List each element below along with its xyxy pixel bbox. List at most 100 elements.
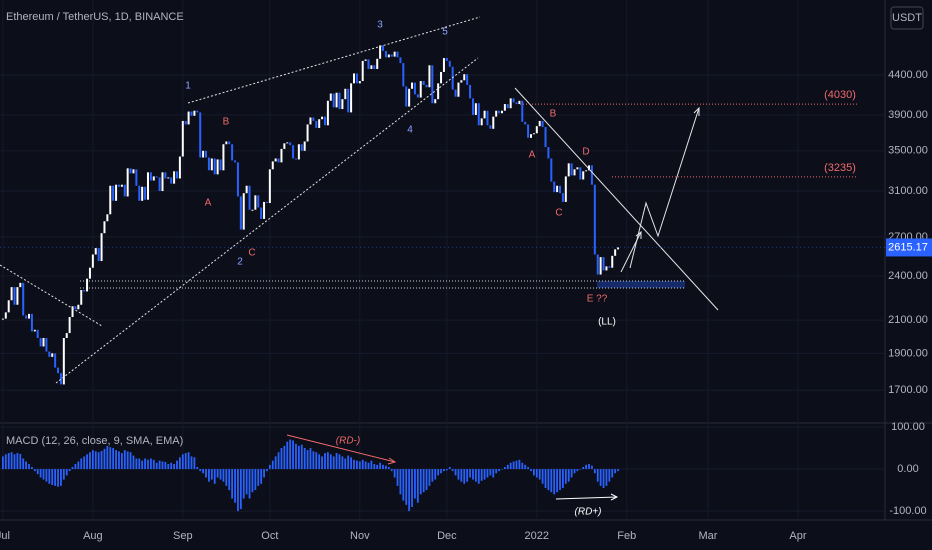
macd-bar xyxy=(210,469,213,480)
candle xyxy=(541,120,544,128)
candle xyxy=(236,162,239,197)
macd-bar xyxy=(48,469,51,484)
candle xyxy=(135,169,138,186)
candle xyxy=(329,93,332,101)
macd-bar xyxy=(411,469,413,507)
macd-bar xyxy=(179,457,181,470)
macd-bar xyxy=(303,448,306,470)
macd-bar xyxy=(289,439,292,470)
macd-bar xyxy=(614,469,617,474)
macd-bar xyxy=(466,469,469,482)
macd-bar xyxy=(370,460,373,470)
macd-bar xyxy=(451,469,454,472)
macd-bar xyxy=(599,469,602,486)
candle xyxy=(51,353,54,357)
level-label: (4030) xyxy=(824,89,856,101)
macd-bar xyxy=(321,456,323,470)
macd-bar xyxy=(193,457,196,470)
macd-bar xyxy=(498,469,500,472)
macd-bar xyxy=(382,464,384,470)
candle xyxy=(39,338,42,347)
macd-bar xyxy=(385,465,387,470)
macd-bar xyxy=(318,454,321,470)
candle xyxy=(199,112,202,158)
macd-bar xyxy=(562,469,564,488)
macd-bar xyxy=(416,469,419,503)
macd-bar xyxy=(68,469,71,472)
macd-bar xyxy=(393,469,396,478)
candle xyxy=(36,329,39,339)
candle xyxy=(242,193,245,230)
macd-bar xyxy=(170,462,173,470)
currency-label[interactable]: USDT xyxy=(892,12,922,24)
candle xyxy=(535,126,538,134)
macd-bar xyxy=(332,456,335,470)
arrow-head xyxy=(387,457,397,465)
macd-bar xyxy=(460,469,463,482)
candle xyxy=(234,160,237,163)
macd-bar xyxy=(184,453,187,470)
candle xyxy=(361,60,364,82)
macd-bar xyxy=(280,448,283,470)
candle xyxy=(379,45,382,59)
macd-bar xyxy=(434,469,437,480)
candle xyxy=(248,185,251,210)
candle xyxy=(120,184,123,187)
macd-bar xyxy=(515,460,518,470)
x-tick-label: Feb xyxy=(617,530,636,542)
macd-bar xyxy=(176,460,178,470)
candle xyxy=(576,167,579,170)
candle xyxy=(167,177,170,179)
candle xyxy=(225,141,228,145)
candle xyxy=(617,247,620,250)
macd-bar xyxy=(518,459,521,470)
candle xyxy=(474,103,477,115)
macd-bar xyxy=(83,456,86,470)
macd-bar xyxy=(379,462,382,470)
candle xyxy=(579,167,582,180)
macd-bar xyxy=(469,469,471,478)
candle xyxy=(425,84,428,88)
candle xyxy=(123,184,126,197)
macd-bar xyxy=(292,440,294,470)
candle xyxy=(480,118,483,126)
macd-bar xyxy=(573,469,576,474)
macd-bar xyxy=(530,469,532,472)
candle xyxy=(141,186,144,201)
candle xyxy=(335,92,338,108)
macd-bar xyxy=(353,459,355,470)
candle xyxy=(547,147,550,159)
macd-bar xyxy=(103,448,106,470)
candle xyxy=(489,125,492,129)
macd-bar xyxy=(593,469,596,474)
candle xyxy=(373,65,376,69)
macd-bar xyxy=(164,461,167,470)
candle xyxy=(605,266,608,271)
macd-bar xyxy=(440,469,442,474)
candle xyxy=(382,45,385,51)
macd-bar xyxy=(208,469,210,482)
macd-bar xyxy=(335,453,338,470)
macd-bar xyxy=(277,452,280,470)
divergence-line xyxy=(286,434,396,463)
macd-bar xyxy=(602,469,605,488)
candle xyxy=(344,88,347,100)
candle xyxy=(500,110,503,114)
candle xyxy=(100,233,103,262)
y-tick-label: 1700.00 xyxy=(888,384,928,396)
candle xyxy=(309,117,312,125)
macd-bar xyxy=(419,469,422,495)
wave-label: B xyxy=(550,109,557,120)
candle xyxy=(54,353,57,368)
macd-bar xyxy=(559,469,561,491)
candle xyxy=(59,373,62,385)
macd-bar xyxy=(251,469,254,493)
candle xyxy=(434,99,437,104)
arrow-head xyxy=(610,493,619,501)
currency-button[interactable] xyxy=(890,6,924,30)
macd-bar xyxy=(486,469,489,478)
candle xyxy=(170,177,173,184)
macd-bar xyxy=(57,469,59,487)
candle xyxy=(585,170,588,172)
x-tick-label: Nov xyxy=(350,530,370,542)
